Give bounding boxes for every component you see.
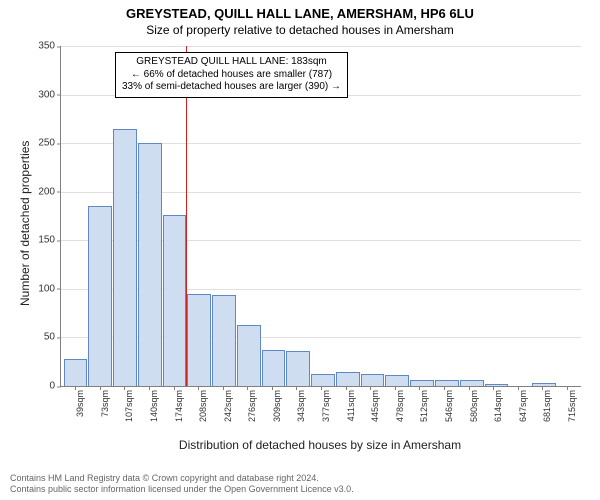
x-axis-label: Distribution of detached houses by size … bbox=[60, 438, 580, 452]
x-tick-label: 445sqm bbox=[370, 390, 380, 422]
y-tick-label: 0 bbox=[49, 381, 61, 392]
histogram-bar bbox=[286, 351, 310, 386]
histogram-bar bbox=[212, 295, 236, 386]
chart-container: GREYSTEAD, QUILL HALL LANE, AMERSHAM, HP… bbox=[0, 0, 600, 500]
annotation-line3: 33% of semi-detached houses are larger (… bbox=[122, 81, 341, 94]
footer-line1: Contains HM Land Registry data © Crown c… bbox=[10, 473, 354, 485]
x-tick-label: 107sqm bbox=[124, 390, 134, 422]
y-tick-label: 300 bbox=[38, 89, 61, 100]
x-tick: 512sqm bbox=[407, 386, 432, 446]
histogram-bar bbox=[187, 294, 211, 386]
x-tick-label: 343sqm bbox=[296, 390, 306, 422]
histogram-bar bbox=[138, 143, 162, 386]
x-tick: 580sqm bbox=[456, 386, 481, 446]
histogram-bar bbox=[237, 325, 261, 386]
x-tick-label: 715sqm bbox=[567, 390, 577, 422]
histogram-bar bbox=[311, 374, 335, 386]
histogram-bar bbox=[385, 375, 409, 386]
histogram-bar bbox=[113, 129, 137, 386]
x-tick: 647sqm bbox=[505, 386, 530, 446]
histogram-bar bbox=[336, 372, 360, 386]
x-tick: 546sqm bbox=[432, 386, 457, 446]
annotation-line1: GREYSTEAD QUILL HALL LANE: 183sqm bbox=[122, 56, 341, 69]
x-tick-label: 681sqm bbox=[542, 390, 552, 422]
histogram-bar bbox=[361, 374, 385, 386]
histogram-bar bbox=[262, 350, 286, 386]
x-tick-label: 242sqm bbox=[223, 390, 233, 422]
x-tick: 614sqm bbox=[481, 386, 506, 446]
footer: Contains HM Land Registry data © Crown c… bbox=[10, 473, 354, 496]
x-tick: 276sqm bbox=[235, 386, 260, 446]
x-tick: 343sqm bbox=[284, 386, 309, 446]
y-tick-label: 250 bbox=[38, 138, 61, 149]
x-tick: 309sqm bbox=[260, 386, 285, 446]
x-tick-label: 546sqm bbox=[444, 390, 454, 422]
annotation-line2: ← 66% of detached houses are smaller (78… bbox=[122, 69, 341, 82]
x-tick: 411sqm bbox=[333, 386, 358, 446]
x-tick-label: 73sqm bbox=[100, 390, 110, 417]
x-tick: 242sqm bbox=[210, 386, 235, 446]
x-tick: 478sqm bbox=[383, 386, 408, 446]
annotation-box: GREYSTEAD QUILL HALL LANE: 183sqm ← 66% … bbox=[115, 52, 348, 98]
x-tick: 107sqm bbox=[112, 386, 137, 446]
x-tick-label: 647sqm bbox=[518, 390, 528, 422]
x-tick-label: 512sqm bbox=[419, 390, 429, 422]
y-tick-label: 350 bbox=[38, 41, 61, 52]
x-tick-label: 309sqm bbox=[272, 390, 282, 422]
histogram-bar bbox=[88, 206, 112, 386]
x-tick: 377sqm bbox=[309, 386, 334, 446]
x-tick: 445sqm bbox=[358, 386, 383, 446]
x-tick-label: 478sqm bbox=[395, 390, 405, 422]
x-tick-label: 174sqm bbox=[174, 390, 184, 422]
x-tick: 174sqm bbox=[161, 386, 186, 446]
x-tick: 715sqm bbox=[555, 386, 580, 446]
histogram-bar bbox=[163, 215, 187, 386]
x-tick: 73sqm bbox=[88, 386, 113, 446]
x-tick-label: 276sqm bbox=[247, 390, 257, 422]
x-tick: 208sqm bbox=[186, 386, 211, 446]
x-tick-label: 208sqm bbox=[198, 390, 208, 422]
x-tick-label: 39sqm bbox=[75, 390, 85, 417]
histogram-bar bbox=[64, 359, 88, 386]
x-tick-label: 411sqm bbox=[346, 390, 356, 421]
x-tick-label: 140sqm bbox=[149, 390, 159, 422]
y-tick-label: 150 bbox=[38, 235, 61, 246]
x-tick-label: 377sqm bbox=[321, 390, 331, 422]
x-tick: 140sqm bbox=[137, 386, 162, 446]
x-tick-label: 614sqm bbox=[493, 390, 503, 422]
chart-title: GREYSTEAD, QUILL HALL LANE, AMERSHAM, HP… bbox=[0, 0, 600, 21]
x-tick: 681sqm bbox=[530, 386, 555, 446]
y-tick-label: 200 bbox=[38, 186, 61, 197]
footer-line2: Contains public sector information licen… bbox=[10, 484, 354, 496]
y-tick-label: 50 bbox=[44, 332, 61, 343]
chart-subtitle: Size of property relative to detached ho… bbox=[0, 21, 600, 37]
x-ticks: 39sqm 73sqm 107sqm 140sqm 174sqm 208sqm 242sqm… bbox=[61, 386, 581, 446]
plot-area: 050100150200250300350 39sqm73sqm107sqm14… bbox=[60, 46, 581, 387]
x-tick: 39sqm bbox=[63, 386, 88, 446]
y-axis-label: Number of detached properties bbox=[18, 141, 32, 306]
x-tick-label: 580sqm bbox=[469, 390, 479, 422]
y-tick-label: 100 bbox=[38, 283, 61, 294]
